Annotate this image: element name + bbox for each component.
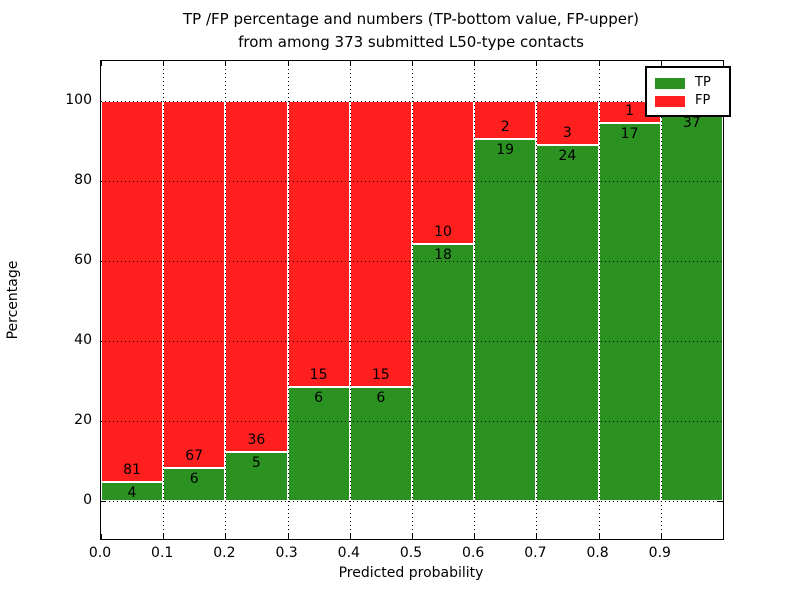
x-tick-label: 0.6 (462, 545, 485, 561)
y-tick-label: 0 (83, 492, 92, 508)
bar-label-fp: 15 (371, 366, 390, 383)
bar-label-fp: 3 (562, 125, 572, 142)
bar-label-tp: 5 (251, 455, 261, 472)
x-tick-label: 0.9 (648, 545, 671, 561)
bar-segment-tp (412, 243, 475, 501)
bar-segment-fp (163, 101, 226, 469)
gridline-vertical (660, 61, 662, 539)
bar-label-fp: 81 (123, 462, 141, 479)
bar-label-fp: 2 (500, 119, 510, 136)
bar-label-tp: 6 (376, 389, 386, 406)
gridline-vertical (287, 61, 289, 539)
bar-label-fp: 67 (185, 448, 204, 465)
gridline-horizontal (101, 341, 723, 342)
bar-segment-tp (536, 145, 599, 501)
bar-label-fp: 10 (434, 223, 452, 240)
bar-segment-fp (225, 101, 288, 453)
bar-segment-tp (225, 452, 288, 501)
y-tick-label: 80 (74, 172, 92, 188)
x-tick-label: 0.2 (213, 545, 236, 561)
x-tick-label: 0.1 (151, 545, 174, 561)
legend-swatch-fp (655, 95, 685, 107)
y-tick-label: 100 (65, 92, 92, 108)
bar-label-tp: 17 (620, 126, 639, 143)
y-tick-label: 60 (74, 252, 92, 268)
legend-entry: TP (655, 75, 721, 91)
x-tick-label: 0.7 (524, 545, 547, 561)
gridline-vertical (163, 61, 165, 539)
x-tick-label: 0.0 (88, 545, 112, 561)
bar-segment-tp (598, 123, 661, 501)
legend-label: FP (695, 93, 711, 108)
x-tick-label: 0.4 (337, 545, 360, 561)
legend-swatch-tp (655, 77, 685, 89)
gridline-horizontal (101, 261, 723, 262)
x-tick-mark (101, 61, 102, 66)
gridline-horizontal (101, 101, 723, 102)
x-tick-label: 0.8 (586, 545, 609, 561)
bar-label-tp: 4 (127, 485, 137, 502)
bar-label-fp: 36 (247, 432, 266, 449)
gridline-vertical (412, 61, 413, 539)
legend: TP FP (645, 66, 731, 117)
x-tick-label: 0.5 (399, 545, 423, 561)
bar-label-tp: 24 (558, 148, 577, 165)
gridline-horizontal (101, 421, 723, 422)
bar-label-tp: 6 (314, 389, 324, 406)
x-tick-mark (101, 534, 102, 539)
bar-label-tp: 37 (682, 114, 701, 131)
chart-title: TP /FP percentage and numbers (TP-bottom… (183, 10, 639, 51)
bar-segment-tp (287, 386, 350, 501)
bar-label-tp: 19 (496, 142, 515, 159)
bar-segment-fp (412, 101, 475, 244)
bar-segment-tp (101, 482, 164, 501)
gridline-horizontal (101, 501, 723, 502)
bar-segment-fp (287, 101, 350, 387)
bar-label-tp: 6 (189, 471, 199, 488)
gridline-vertical (536, 61, 538, 539)
legend-label: TP (695, 75, 711, 90)
x-tick-label: 0.3 (275, 545, 298, 561)
gridline-vertical (598, 61, 600, 539)
gridline-vertical (225, 61, 227, 539)
y-axis-label: Percentage (5, 260, 21, 340)
legend-entry: FP (655, 93, 721, 109)
y-tick-label: 40 (74, 332, 92, 348)
y-tick-label: 20 (74, 412, 92, 428)
bar-segment-tp (163, 468, 226, 501)
bar-segment-tp (660, 111, 723, 501)
bar-segment-tp (474, 139, 537, 501)
bar-label-fp: 1 (625, 103, 635, 120)
gridline-vertical (349, 61, 351, 539)
bar-label-fp: 15 (309, 366, 328, 383)
bar-segment-fp (349, 101, 412, 387)
bar-label-tp: 18 (434, 246, 452, 263)
gridline-vertical (474, 61, 476, 539)
gridline-horizontal (101, 181, 723, 182)
bar-segment-fp (101, 101, 164, 483)
x-axis-label: Predicted probability (338, 565, 484, 581)
